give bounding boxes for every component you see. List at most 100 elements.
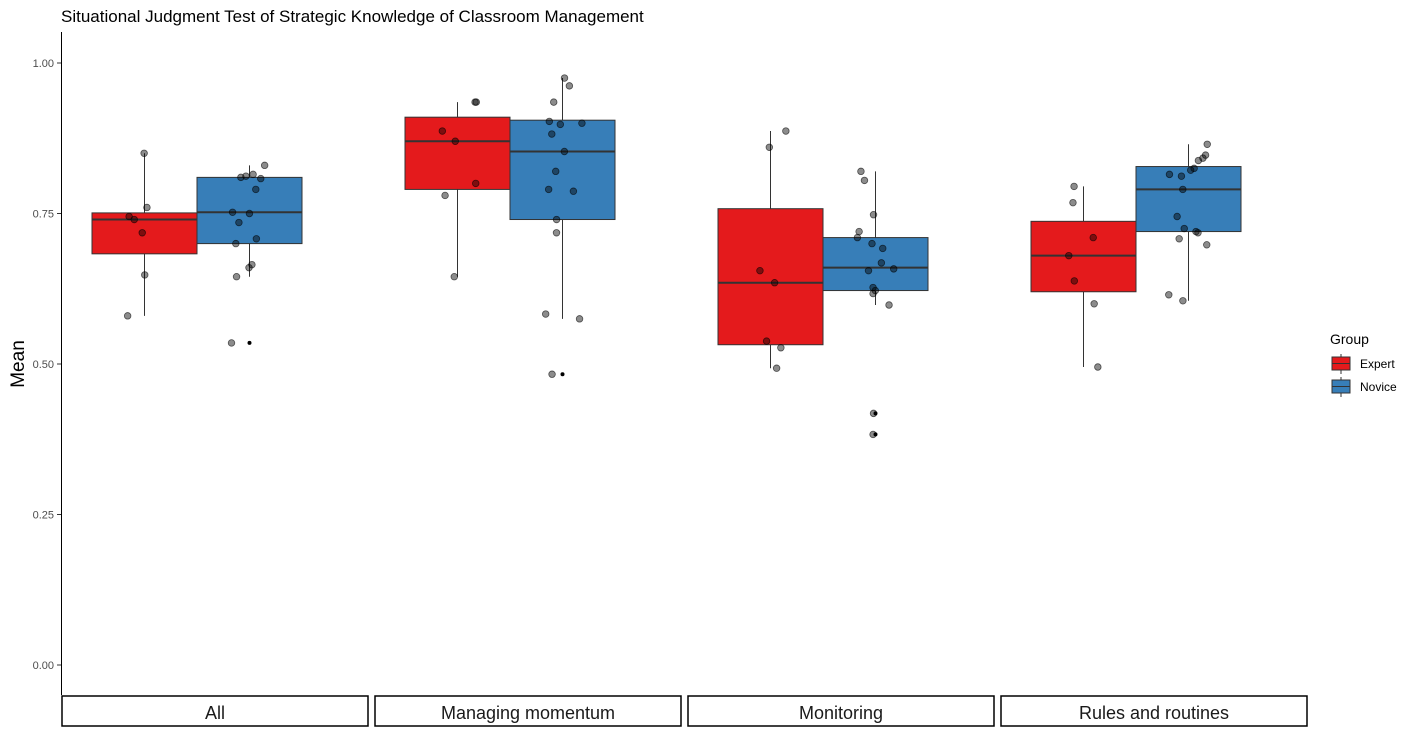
data-point xyxy=(232,239,240,248)
data-point xyxy=(868,239,876,248)
data-point xyxy=(762,337,771,345)
data-point xyxy=(1203,140,1211,148)
facet-panels: All Managing momentum Monitoring Rules and … xyxy=(61,74,1308,727)
data-point xyxy=(123,312,132,320)
data-point xyxy=(1192,227,1200,236)
data-point xyxy=(1173,212,1181,221)
data-point xyxy=(578,119,586,127)
data-point xyxy=(890,265,898,273)
data-point xyxy=(569,187,578,195)
data-point xyxy=(550,98,558,106)
data-point xyxy=(756,266,764,275)
data-point xyxy=(548,130,556,138)
data-point xyxy=(855,227,863,236)
data-point xyxy=(869,211,878,219)
data-point xyxy=(1094,363,1102,371)
data-point xyxy=(450,273,458,281)
data-point xyxy=(472,98,480,106)
data-point xyxy=(777,344,785,352)
data-point xyxy=(552,167,560,176)
box-novice xyxy=(822,237,929,292)
data-point xyxy=(857,167,865,176)
data-point xyxy=(138,229,146,237)
outlier-point xyxy=(560,372,565,377)
data-point xyxy=(772,364,781,372)
data-point xyxy=(560,74,569,82)
data-point xyxy=(1190,164,1198,173)
facet-strip xyxy=(61,695,369,727)
data-point xyxy=(1179,297,1187,305)
data-point xyxy=(541,310,550,318)
data-point xyxy=(765,143,774,151)
legend-label-expert: Expert xyxy=(1360,357,1395,371)
data-point xyxy=(252,185,260,194)
data-point xyxy=(1065,251,1073,260)
facet-strip xyxy=(1000,695,1308,727)
legend: Group Expert Novice xyxy=(1330,331,1397,397)
data-point xyxy=(228,208,237,216)
y-tick-label: 0.50 xyxy=(33,359,54,371)
data-point xyxy=(1089,233,1097,242)
y-axis-ticks: 0.00 0.25 0.50 0.75 1.00 xyxy=(33,58,61,672)
facet-strip-label: All xyxy=(205,703,225,723)
data-point xyxy=(877,259,886,267)
data-point xyxy=(1194,156,1203,165)
facet-strip xyxy=(374,695,682,727)
data-point xyxy=(143,203,151,212)
data-point xyxy=(560,147,569,156)
data-point xyxy=(1179,185,1187,194)
data-point xyxy=(1175,235,1183,243)
y-tick-label: 1.00 xyxy=(33,58,54,70)
facet-strip-label: Monitoring xyxy=(799,703,883,723)
data-point xyxy=(1070,182,1078,191)
data-point xyxy=(232,273,241,281)
data-point xyxy=(552,229,561,237)
facet-monitoring: Monitoring xyxy=(687,127,995,727)
data-point xyxy=(1165,291,1173,299)
facet-all: All xyxy=(61,149,369,727)
data-point xyxy=(1090,300,1098,308)
facet-managing-momentum: Managing momentum xyxy=(374,74,682,727)
data-point xyxy=(451,137,459,145)
data-point xyxy=(1203,241,1211,249)
data-point xyxy=(1186,166,1195,174)
data-point xyxy=(235,218,243,227)
y-axis-label: Mean xyxy=(8,340,29,388)
y-tick-label: 0.00 xyxy=(33,660,54,672)
data-point xyxy=(782,127,790,135)
data-point xyxy=(245,209,254,218)
y-tick-label: 0.25 xyxy=(33,510,54,522)
data-point xyxy=(1194,229,1202,237)
legend-title: Group xyxy=(1330,331,1369,347)
data-point xyxy=(249,170,257,179)
data-point xyxy=(237,173,245,182)
data-point xyxy=(1165,170,1174,179)
box-novice xyxy=(1135,166,1242,233)
facet-strip xyxy=(687,695,995,727)
data-point xyxy=(860,176,869,185)
data-point xyxy=(770,279,779,287)
data-point xyxy=(565,82,574,90)
y-tick-label: 0.75 xyxy=(33,209,54,221)
data-point xyxy=(1177,172,1186,180)
data-point xyxy=(869,409,878,418)
data-point xyxy=(140,149,148,157)
data-point xyxy=(853,233,862,242)
box-novice xyxy=(509,119,616,221)
box-expert xyxy=(404,116,511,190)
data-point xyxy=(1070,277,1079,285)
data-point xyxy=(141,271,149,279)
data-point xyxy=(260,161,269,170)
data-point xyxy=(575,315,584,323)
data-point xyxy=(245,263,253,272)
data-point xyxy=(252,235,261,243)
data-point xyxy=(545,117,554,126)
data-point xyxy=(869,430,877,439)
data-point xyxy=(1180,224,1188,233)
data-point xyxy=(544,185,553,194)
data-point xyxy=(1069,198,1077,207)
data-point xyxy=(556,120,565,129)
box-expert xyxy=(717,208,824,346)
facet-rules-and-routines: Rules and routines xyxy=(1000,140,1308,727)
